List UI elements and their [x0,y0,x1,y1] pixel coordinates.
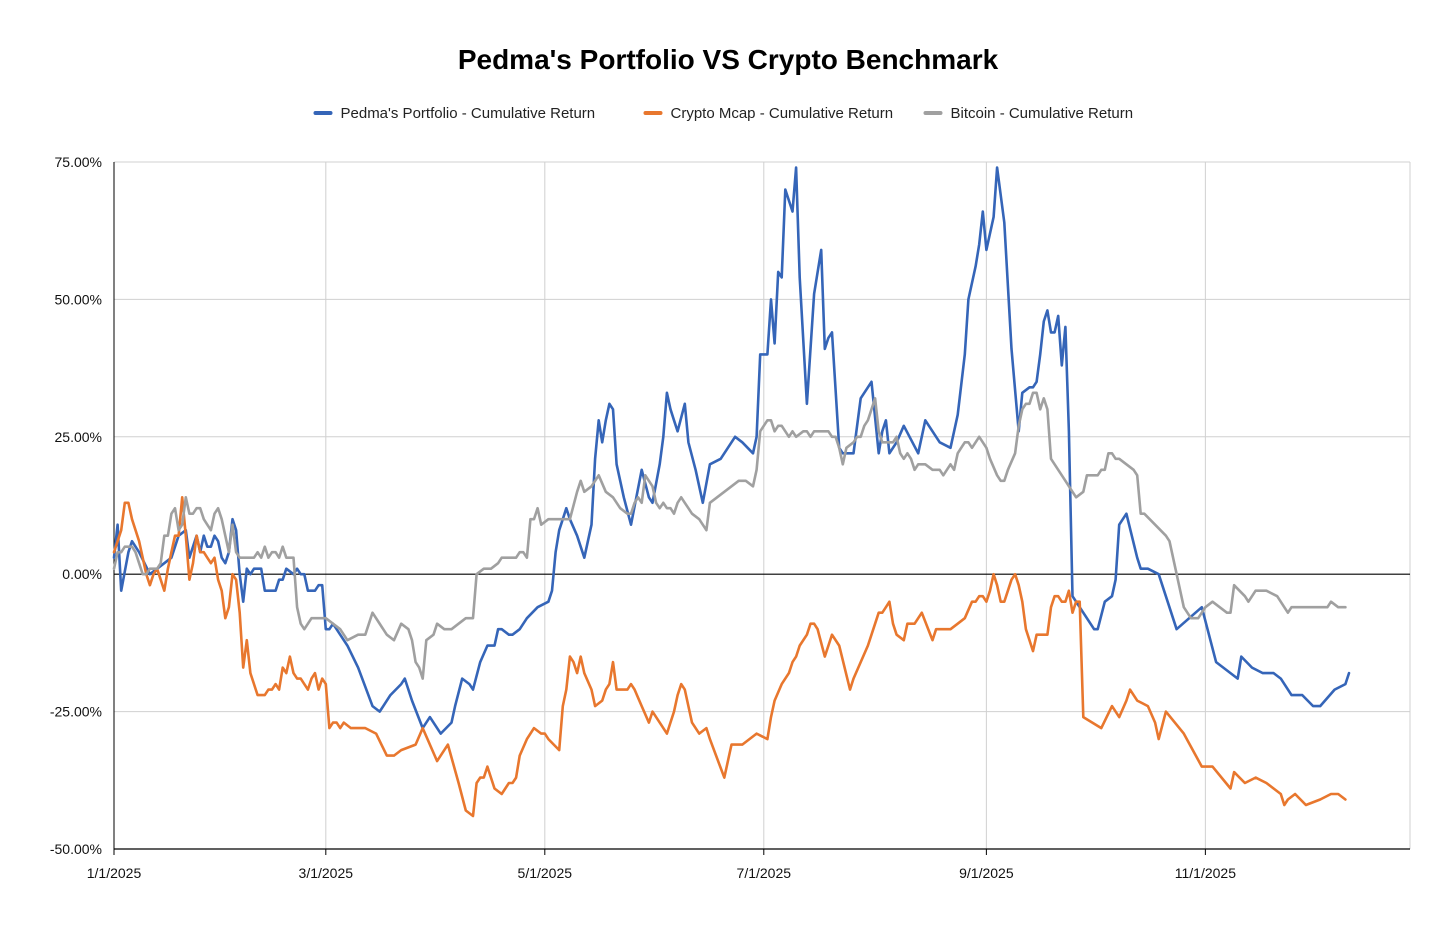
legend: Pedma's Portfolio - Cumulative Return Cry… [313,105,1134,122]
x-tick-label: 5/1/2025 [518,865,573,881]
x-tick-label: 9/1/2025 [959,865,1014,881]
y-axis-tick-labels: 75.00% 50.00% 25.00% 0.00% -25.00% -50.00% [50,154,102,857]
y-tick-label: 75.00% [55,154,102,170]
series-line-3 [112,391,1347,680]
x-tick-label: 3/1/2025 [299,865,354,881]
y-tick-label: 0.00% [62,566,102,582]
series-line-1 [112,166,1351,735]
y-tick-label: -50.00% [50,841,102,857]
x-tick-label: 1/1/2025 [87,865,142,881]
legend-label-1: Pedma's Portfolio - Cumulative Return [341,105,596,122]
x-tick-label: 11/1/2025 [1175,865,1236,881]
y-tick-label: 50.00% [55,291,102,307]
series-line-2 [112,495,1347,818]
y-tick-label: -25.00% [50,704,102,720]
legend-label-3: Bitcoin - Cumulative Return [951,105,1134,122]
chart-title: Pedma's Portfolio VS Crypto Benchmark [458,44,999,75]
y-tick-label: 25.00% [55,429,102,445]
x-tick-label: 7/1/2025 [737,865,792,881]
series-lines [112,166,1351,818]
gridlines [113,161,1411,850]
legend-label-2: Crypto Mcap - Cumulative Return [671,105,894,122]
axes [113,162,1410,855]
x-axis-tick-labels: 1/1/2025 3/1/2025 5/1/2025 7/1/2025 9/1/2025… [87,865,1236,881]
